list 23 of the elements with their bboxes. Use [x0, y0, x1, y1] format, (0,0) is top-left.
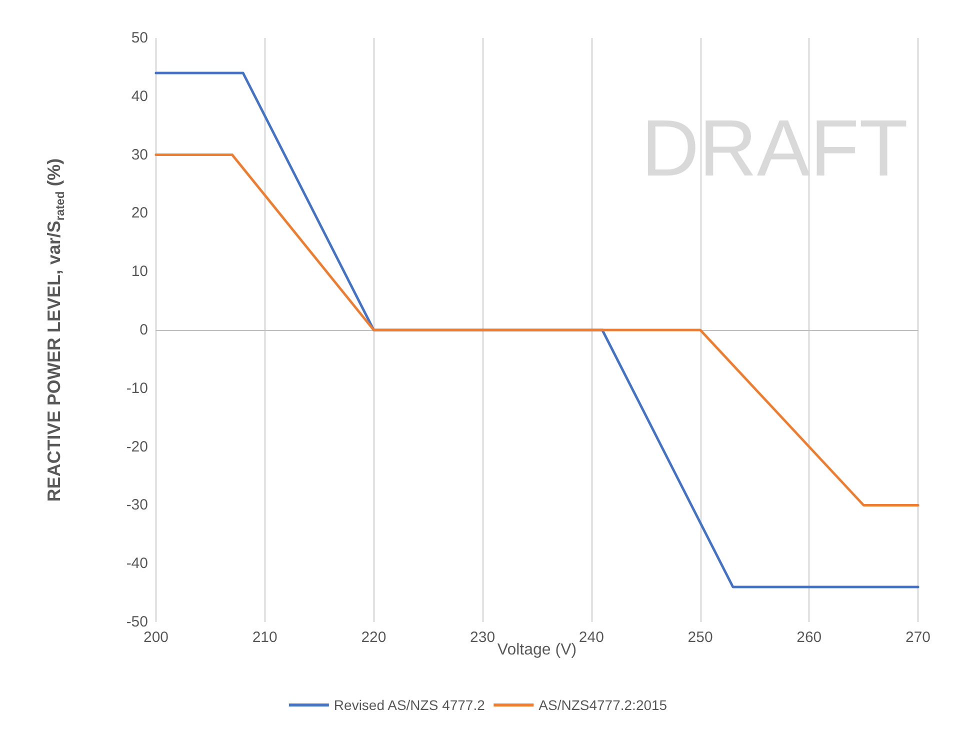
y-tick-label: -30 [126, 496, 148, 514]
x-tick-label: 260 [796, 629, 822, 646]
x-tick-label: 250 [688, 629, 713, 646]
x-tick-label: 230 [470, 629, 496, 646]
y-axis-title: REACTIVE POWER LEVEL, var/Srated (%) [44, 158, 67, 502]
y-tick-label: 10 [131, 263, 148, 280]
legend-label: Revised AS/NZS 4777.2 [334, 697, 486, 713]
x-tick-label: 240 [578, 629, 604, 646]
x-tick-label: 200 [143, 629, 169, 646]
y-tick-label: -50 [126, 614, 148, 630]
y-tick-label: -40 [126, 555, 148, 572]
y-tick-label: 50 [131, 30, 148, 46]
y-tick-label: -20 [126, 438, 148, 456]
y-tick-label: 30 [131, 146, 148, 164]
x-tick-label: 270 [905, 629, 931, 646]
y-tick-label: 0 [140, 322, 148, 338]
y-tick-label: 20 [131, 204, 148, 222]
x-tick-label: 220 [361, 629, 386, 646]
legend-label: AS/NZS4777.2:2015 [538, 697, 668, 713]
x-axis-title: Voltage (V) [497, 642, 577, 658]
x-tick-label: 210 [252, 629, 278, 646]
y-tick-label: 40 [131, 88, 148, 105]
y-tick-label: -10 [126, 380, 148, 397]
